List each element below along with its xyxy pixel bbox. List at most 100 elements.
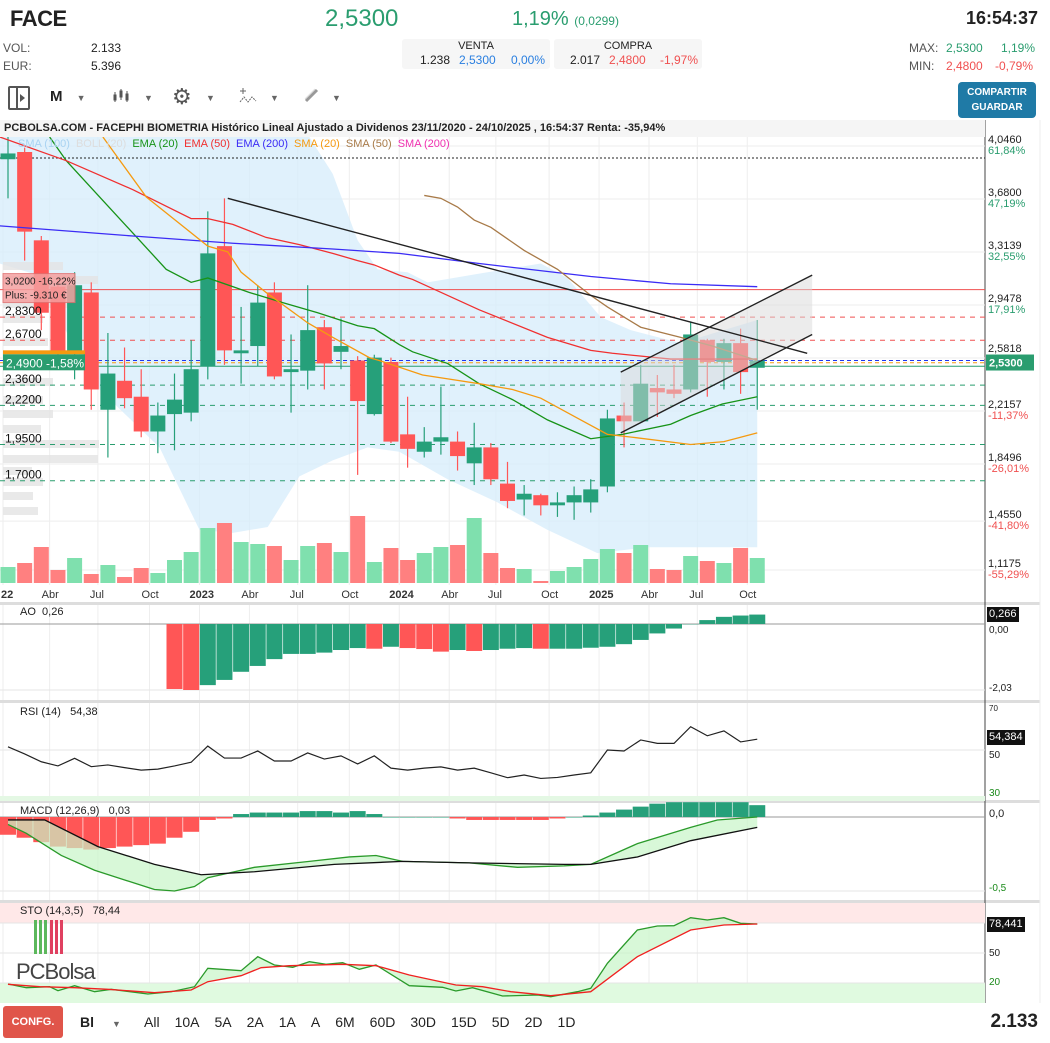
- macd-histogram-bar: [582, 815, 599, 817]
- candle-body: [283, 369, 299, 373]
- period-button-2a[interactable]: 2A: [246, 1014, 264, 1030]
- min-pct: -0,79%: [995, 59, 1034, 73]
- volume-bar: [450, 545, 466, 583]
- level-label-box: [3, 354, 85, 371]
- volume-bar: [516, 569, 532, 583]
- price-axis-pct: 61,84%: [988, 145, 1026, 157]
- period-button-1a[interactable]: 1A: [278, 1014, 296, 1030]
- volume-bar: [150, 573, 166, 583]
- mode-select[interactable]: Bl ▼: [80, 1014, 121, 1030]
- price-axis-pct: 47,19%: [988, 198, 1026, 210]
- chevron-down-icon[interactable]: ▼: [206, 93, 215, 103]
- macd-histogram-bar: [682, 802, 699, 817]
- x-axis-label: Jul: [90, 589, 104, 601]
- macd-histogram-bar: [166, 817, 183, 838]
- indicator-legend: SMA (100) BOLL (20) EMA (20) EMA (50) EMA (2…: [18, 138, 456, 150]
- macd-histogram-bar: [732, 802, 749, 817]
- chevron-down-icon[interactable]: ▼: [332, 93, 341, 103]
- period-button-a[interactable]: A: [310, 1014, 321, 1030]
- venta-box: VENTA 1.238 2,5300 0,00%: [402, 39, 550, 69]
- chevron-down-icon[interactable]: ▼: [144, 93, 153, 103]
- legend-item[interactable]: SMA (50): [345, 138, 392, 150]
- config-button[interactable]: CONFG.: [3, 1006, 63, 1038]
- period-button-2d[interactable]: 2D: [524, 1014, 543, 1030]
- compra-pct: -1,97%: [660, 53, 699, 67]
- volume-profile-bar: [3, 507, 38, 515]
- macd-histogram-bar: [283, 812, 300, 817]
- period-button-all[interactable]: All: [144, 1014, 160, 1030]
- candle-body: [133, 396, 149, 432]
- chart-title: PCBOLSA.COM - FACEPHI BIOMETRIA Históric…: [0, 120, 985, 137]
- overlay-line-sma20: [102, 136, 758, 446]
- save-label: GUARDAR: [971, 102, 1023, 113]
- legend-item[interactable]: EMA (20): [132, 138, 179, 150]
- rsi-label: RSI (14) 54,38: [20, 706, 98, 718]
- period-button-10a[interactable]: 10A: [174, 1014, 200, 1030]
- period-select[interactable]: M ▼: [50, 88, 86, 105]
- candle-body: [533, 495, 549, 506]
- legend-item[interactable]: EMA (50): [184, 138, 231, 150]
- period-button-30d[interactable]: 30D: [410, 1014, 437, 1030]
- period-button-5a[interactable]: 5A: [214, 1014, 232, 1030]
- ao-bar: [666, 624, 682, 629]
- candle-body: [583, 489, 599, 503]
- volume-profile-bar: [3, 425, 41, 433]
- ao-bar: [449, 624, 466, 651]
- period-button-1d[interactable]: 1D: [557, 1014, 576, 1030]
- candles-icon[interactable]: [112, 86, 130, 109]
- period-value: M: [50, 88, 63, 105]
- price-axis-label: 1,4550: [988, 509, 1022, 521]
- quote-time: 16:54:37: [965, 8, 1038, 28]
- ao-bar: [749, 614, 766, 624]
- ao-bar: [549, 624, 566, 649]
- macd-histogram-bar: [416, 817, 433, 818]
- pencil-icon[interactable]: [303, 86, 321, 109]
- legend-item[interactable]: SMA (200): [397, 138, 450, 150]
- venta-title: VENTA: [458, 40, 494, 52]
- volume-bar: [583, 559, 599, 583]
- period-button-15d[interactable]: 15D: [451, 1014, 477, 1030]
- candle-body: [516, 493, 532, 500]
- price-axis-pct: 17,91%: [988, 304, 1026, 316]
- ao-bar: [715, 616, 732, 624]
- period-button-60d[interactable]: 60D: [369, 1014, 396, 1030]
- candle-body: [416, 441, 432, 452]
- ao-bar: [233, 624, 250, 672]
- x-axis-label: Abr: [42, 589, 59, 601]
- sidebar-toggle-icon[interactable]: [8, 86, 30, 110]
- legend-item[interactable]: SMA (100): [18, 138, 70, 150]
- x-axis-label: Abr: [641, 589, 658, 601]
- eur-value: 5.396: [91, 59, 122, 73]
- legend-item[interactable]: BOLL (20): [75, 138, 127, 150]
- period-button-5d[interactable]: 5D: [491, 1014, 510, 1030]
- ao-bar: [616, 624, 633, 645]
- volume-bar: [183, 552, 199, 583]
- volume-bar: [533, 581, 549, 583]
- macd-histogram-bar: [382, 817, 399, 818]
- panel-separator: [0, 602, 1040, 605]
- macd-name: MACD (12,26,9): [20, 805, 100, 817]
- level-label: 3,0200 -16,22%: [5, 277, 76, 288]
- rsi-badge: 54,384: [987, 730, 1025, 745]
- legend-item[interactable]: EMA (200): [236, 138, 288, 150]
- candle-body: [366, 357, 382, 415]
- legend-item[interactable]: SMA (20): [294, 138, 340, 150]
- volume-bar: [749, 558, 765, 583]
- gear-icon[interactable]: ⚙: [172, 84, 192, 109]
- share-save-button[interactable]: COMPARTIR GUARDAR: [958, 82, 1036, 118]
- ao-bar: [366, 624, 383, 649]
- volume-total: 2.133: [990, 1011, 1038, 1032]
- rsi-axis-30: 30: [989, 788, 1001, 799]
- volume-bar: [733, 548, 749, 583]
- sto-overbought-band: [0, 903, 985, 923]
- price-axis-label: 2,2157: [988, 399, 1022, 411]
- chevron-down-icon[interactable]: ▼: [270, 93, 279, 103]
- volume-profile-bar: [3, 410, 53, 418]
- indicators-icon[interactable]: [238, 86, 258, 111]
- candle-body: [0, 153, 16, 160]
- macd-label: MACD (12,26,9) 0,03: [20, 805, 130, 817]
- period-button-6m[interactable]: 6M: [335, 1014, 355, 1030]
- candle-body: [100, 373, 116, 410]
- candle-body: [383, 361, 399, 442]
